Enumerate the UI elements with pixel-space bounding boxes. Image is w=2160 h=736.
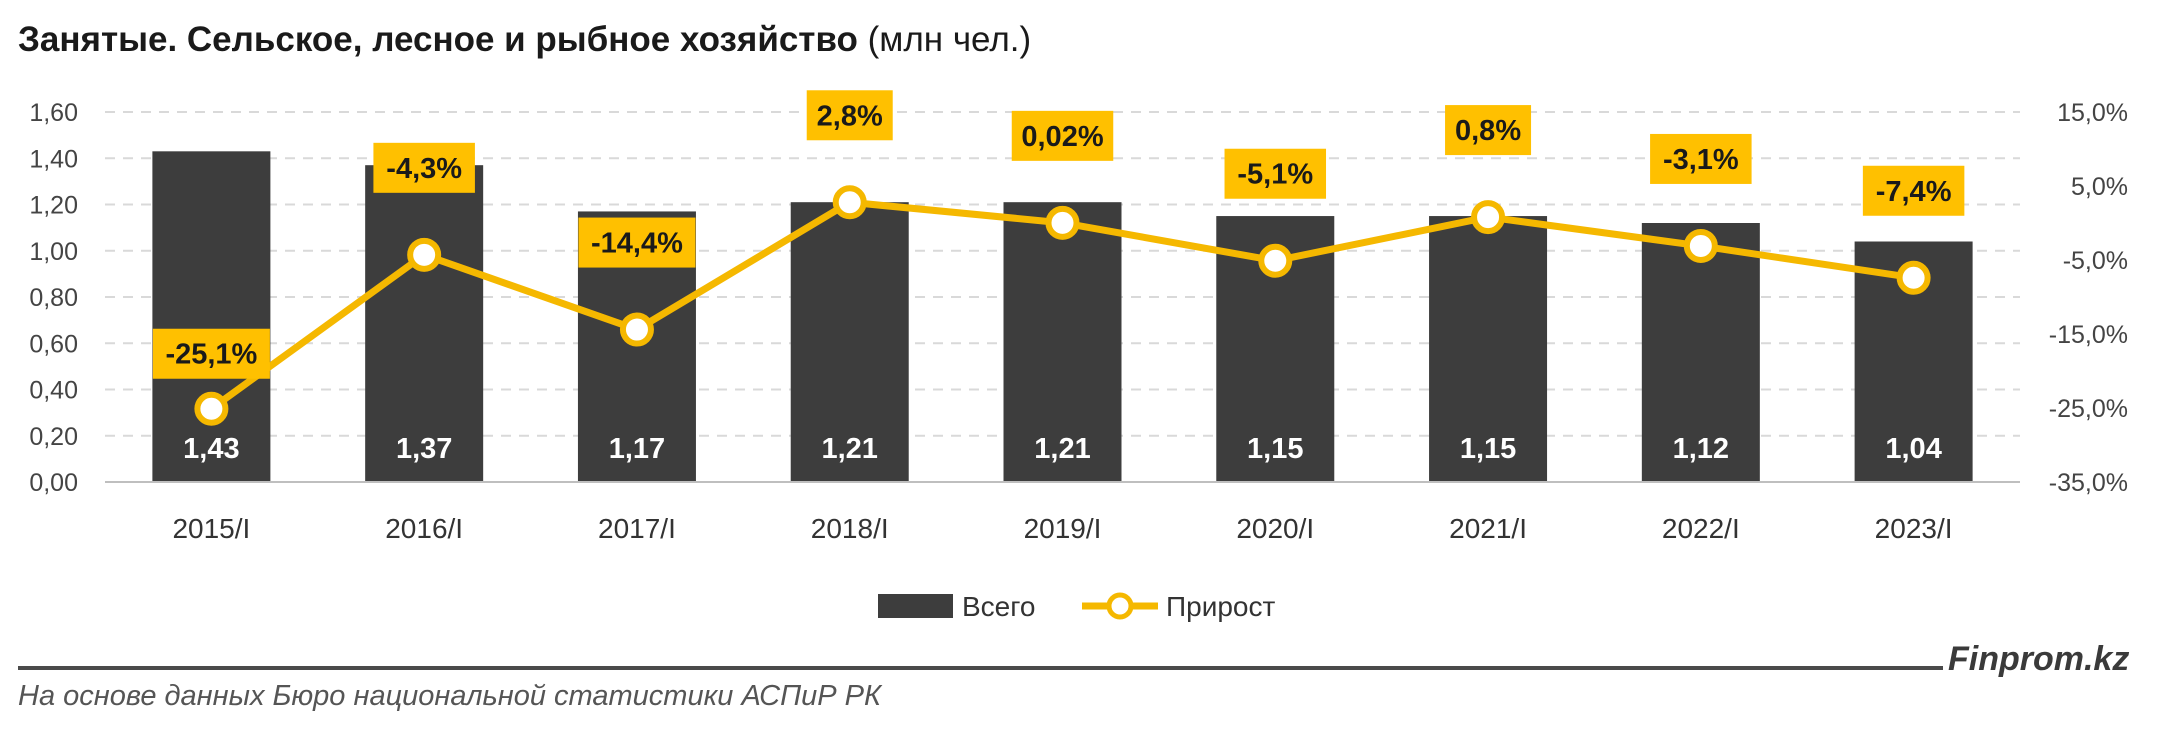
growth-value-label: 0,8% — [1455, 115, 1521, 147]
bar-series: 1,43 1,37 1,17 1,21 1,21 1,15 1,15 1,12 1,04 — [152, 151, 1973, 482]
y-left-tick-label: 1,00 — [29, 238, 78, 266]
x-tick-label: 2023/I — [1875, 513, 1953, 544]
growth-label-box — [1650, 133, 1752, 184]
growth-label-box — [1862, 165, 1965, 216]
growth-value-label: -5,1% — [1237, 159, 1313, 191]
y-right-tick-label: -25,0% — [2049, 395, 2128, 423]
growth-value-label: -7,4% — [1876, 176, 1952, 208]
growth-marker — [832, 185, 867, 220]
y-left-tick-label: 0,00 — [29, 469, 78, 497]
chart-title: Занятые. Сельское, лесное и рыбное хозяй… — [18, 20, 1031, 60]
x-tick-label: 2017/I — [598, 513, 676, 544]
y-right-tick-label: 15,0% — [2057, 99, 2128, 127]
growth-label-box — [1011, 110, 1114, 161]
y-left-tick-label: 0,20 — [29, 423, 78, 451]
y-left-tick-label: 1,20 — [29, 192, 78, 220]
x-tick-label: 2016/I — [385, 513, 463, 544]
y-left-tick-label: 1,60 — [29, 99, 78, 127]
growth-label-box — [578, 217, 696, 268]
y-axis-right: -35,0% -25,0% -15,0% -5,0% 5,0% 15,0% — [2049, 99, 2128, 497]
growth-marker — [1258, 243, 1293, 278]
growth-value-label: -25,1% — [165, 339, 257, 371]
growth-label-box — [152, 328, 270, 379]
legend-swatch-marker — [1106, 592, 1134, 620]
growth-marker — [1471, 200, 1506, 235]
growth-value-label: -3,1% — [1663, 144, 1739, 176]
bar-value-label: 1,21 — [821, 433, 877, 465]
y-left-tick-label: 0,40 — [29, 377, 78, 405]
x-tick-label: 2015/I — [172, 513, 250, 544]
growth-value-label: 2,8% — [817, 100, 883, 132]
bar — [1429, 216, 1548, 482]
bar — [365, 165, 484, 482]
y-right-tick-label: 5,0% — [2071, 173, 2128, 201]
legend-label-bar: Всего — [962, 591, 1035, 622]
growth-marker — [619, 312, 654, 347]
x-tick-label: 2020/I — [1236, 513, 1314, 544]
growth-marker — [1683, 228, 1718, 263]
x-axis-labels: 2015/I 2016/I 2017/I 2018/I 2019/I 2020/I 2021… — [172, 513, 1952, 544]
bar — [1641, 223, 1760, 482]
growth-label-box — [1224, 148, 1327, 199]
y-left-tick-label: 0,80 — [29, 284, 78, 312]
bar-value-label: 1,37 — [396, 433, 452, 465]
bar — [790, 202, 909, 482]
bar-value-label: 1,12 — [1673, 433, 1729, 465]
legend: Всего Прирост — [878, 591, 1275, 622]
growth-value-label: 0,02% — [1021, 121, 1103, 153]
y-axis-left: 0,00 0,20 0,40 0,60 0,80 1,00 1,20 1,40 1,60 — [29, 99, 78, 497]
y-left-tick-label: 1,40 — [29, 145, 78, 173]
x-tick-label: 2018/I — [811, 513, 889, 544]
growth-marker — [407, 237, 442, 272]
growth-label-box — [1445, 105, 1532, 156]
bar-value-label: 1,15 — [1247, 433, 1303, 465]
combo-chart: 0,00 0,20 0,40 0,60 0,80 1,00 1,20 1,40 1,60 -35… — [29, 90, 2128, 622]
x-tick-label: 2022/I — [1662, 513, 1740, 544]
source-note: На основе данных Бюро национальной стати… — [18, 680, 882, 712]
growth-value-label: -4,3% — [386, 153, 462, 185]
growth-marker — [194, 391, 229, 426]
brand-logo-text: Finprom.kz — [1948, 640, 2130, 678]
bar — [152, 151, 271, 482]
growth-value-label: -14,4% — [591, 228, 683, 260]
y-right-tick-label: -35,0% — [2049, 469, 2128, 497]
x-tick-label: 2019/I — [1024, 513, 1102, 544]
bar — [1003, 202, 1122, 482]
chart-title-main: Занятые. Сельское, лесное и рыбное хозяй… — [18, 20, 858, 59]
y-left-tick-label: 0,60 — [29, 330, 78, 358]
growth-marker — [1896, 260, 1931, 295]
legend-label-line: Прирост — [1166, 591, 1275, 622]
bar-value-label: 1,21 — [1034, 433, 1090, 465]
bar-value-label: 1,04 — [1885, 433, 1941, 465]
y-right-tick-label: -5,0% — [2063, 247, 2128, 275]
chart-title-unit: (млн чел.) — [867, 20, 1032, 59]
y-right-tick-label: -15,0% — [2049, 321, 2128, 349]
x-tick-label: 2021/I — [1449, 513, 1527, 544]
bar-value-label: 1,43 — [183, 433, 239, 465]
footer-divider — [18, 666, 1943, 670]
bar-value-label: 1,17 — [609, 433, 665, 465]
bar-value-label: 1,15 — [1460, 433, 1516, 465]
growth-label-box — [806, 90, 893, 141]
legend-swatch-bar — [878, 594, 953, 618]
line-series: -25,1% -4,3% -14,4% 2,8% 0,02% -5,1% 0,8% -3,1%… — [152, 90, 1965, 426]
growth-label-box — [373, 142, 475, 193]
growth-marker — [1045, 205, 1080, 240]
